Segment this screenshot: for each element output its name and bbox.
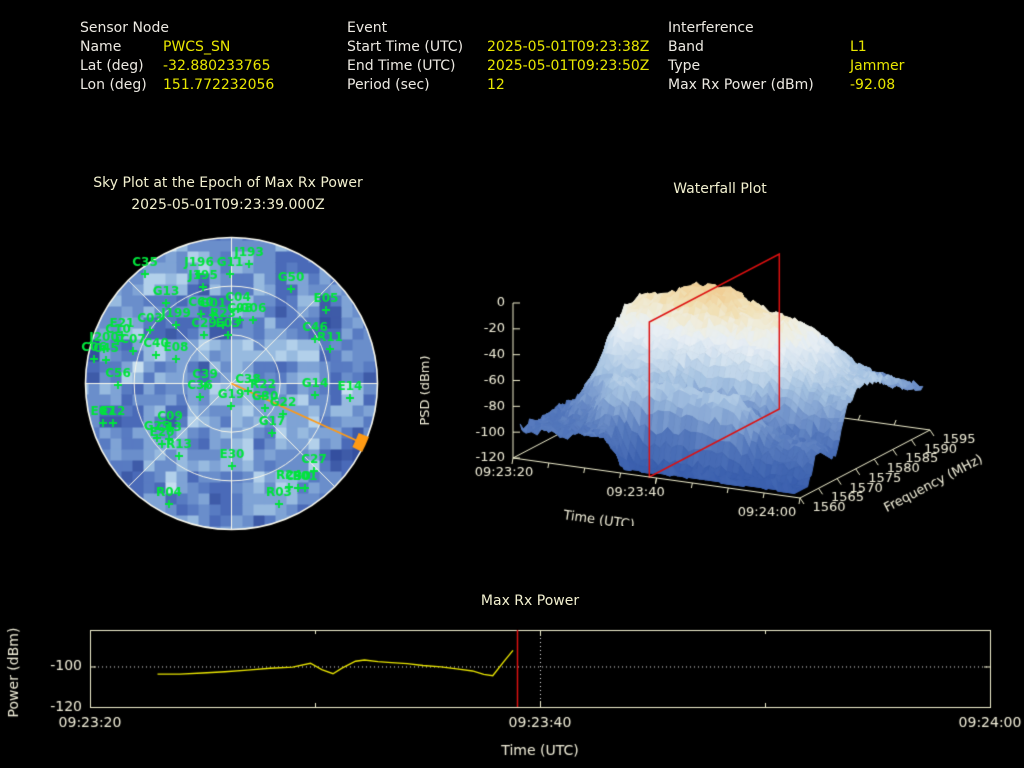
sky-plot-title-line2: 2025-05-01T09:23:39.000Z <box>131 197 325 213</box>
event-title: Event <box>347 20 388 36</box>
sensor-lat-label: Lat (deg) <box>80 58 144 74</box>
interference-power-label: Max Rx Power (dBm) <box>668 77 814 93</box>
interference-band-value: L1 <box>850 39 867 55</box>
sensor-lon-row: Lon (deg) 151.772232056 <box>80 77 274 93</box>
sky-plot-title: Sky Plot at the Epoch of Max Rx Power 20… <box>58 172 398 216</box>
interference-type-value: Jammer <box>850 58 905 74</box>
event-end-label: End Time (UTC) <box>347 58 456 74</box>
interference-type-row: Type Jammer <box>668 58 904 74</box>
event-start-value: 2025-05-01T09:23:38Z <box>487 39 650 55</box>
sensor-lat-row: Lat (deg) -32.880233765 <box>80 58 270 74</box>
interference-title: Interference <box>668 20 754 36</box>
event-end-value: 2025-05-01T09:23:50Z <box>487 58 650 74</box>
max-rx-power-canvas <box>0 560 1024 768</box>
event-start-row: Start Time (UTC) 2025-05-01T09:23:38Z <box>347 39 649 55</box>
interference-band-row: Band L1 <box>668 39 867 55</box>
interference-type-label: Type <box>668 58 701 74</box>
sensor-lon-value: 151.772232056 <box>163 77 275 93</box>
event-period-label: Period (sec) <box>347 77 430 93</box>
waterfall-plot-canvas <box>420 178 1024 526</box>
sensor-node-title: Sensor Node <box>80 20 169 36</box>
event-end-row: End Time (UTC) 2025-05-01T09:23:50Z <box>347 58 649 74</box>
sensor-lon-label: Lon (deg) <box>80 77 147 93</box>
sky-plot-title-line1: Sky Plot at the Epoch of Max Rx Power <box>93 175 363 191</box>
interference-power-value: -92.08 <box>850 77 896 93</box>
sensor-name-row: Name PWCS_SN <box>80 39 230 55</box>
interference-power-row: Max Rx Power (dBm) -92.08 <box>668 77 895 93</box>
sky-plot-canvas <box>60 212 404 556</box>
event-period-value: 12 <box>487 77 505 93</box>
event-start-label: Start Time (UTC) <box>347 39 464 55</box>
sensor-name-value: PWCS_SN <box>163 39 231 55</box>
sensor-lat-value: -32.880233765 <box>163 58 271 74</box>
event-period-row: Period (sec) 12 <box>347 77 505 93</box>
sensor-name-label: Name <box>80 39 122 55</box>
interference-band-label: Band <box>668 39 704 55</box>
